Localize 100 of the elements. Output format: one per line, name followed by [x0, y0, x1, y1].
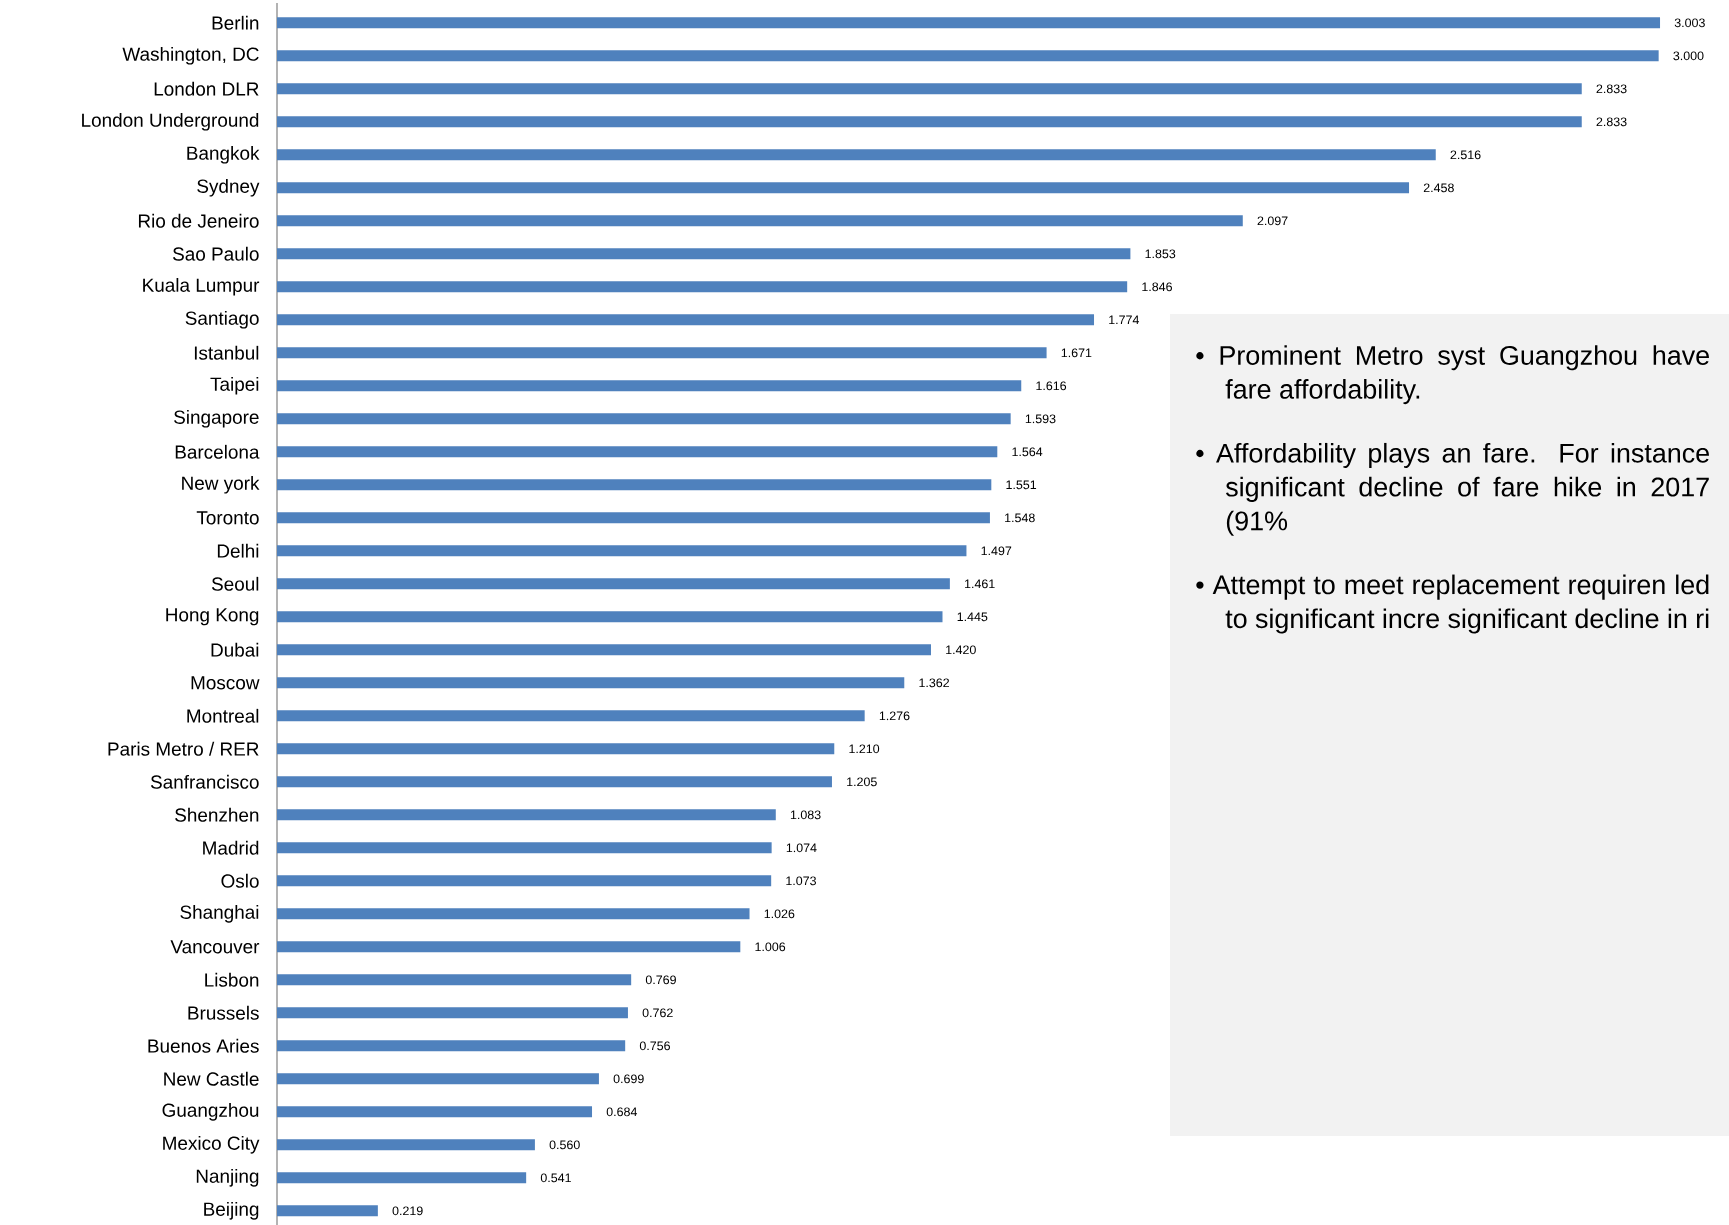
data-label: 1.846 [1142, 282, 1172, 292]
data-label: 0.684 [606, 1107, 638, 1117]
data-label: 1.026 [764, 909, 795, 919]
y-tick-label: New Castle [164, 1071, 259, 1086]
data-label: 2.833 [1596, 84, 1627, 94]
data-label: 1.420 [946, 645, 976, 655]
data-label: 1.548 [1005, 513, 1035, 523]
data-label: 1.853 [1145, 249, 1176, 259]
data-label: 2.516 [1450, 150, 1481, 160]
bar [277, 1106, 593, 1118]
data-label: 1.564 [1012, 447, 1043, 457]
data-label: 1.083 [790, 810, 821, 820]
bar [277, 1007, 628, 1019]
y-tick-label: London Underground [82, 112, 259, 131]
bar [277, 215, 1243, 227]
data-label: 1.774 [1109, 315, 1140, 325]
bar [277, 50, 1659, 62]
data-label: 1.445 [957, 612, 988, 622]
bar [277, 677, 905, 689]
bar [277, 776, 832, 788]
annotation: • Prominent Metro syst Guangzhou have fare affordability. [1196, 345, 1709, 405]
y-tick-label: Guangzhou [162, 1102, 259, 1121]
y-tick-label: Toronto [196, 511, 259, 525]
bar [277, 512, 990, 524]
bar [277, 413, 1011, 425]
data-label: 1.073 [786, 876, 816, 886]
data-label: 2.833 [1596, 117, 1627, 127]
bar [277, 248, 1131, 260]
bar [277, 578, 950, 590]
y-tick-label: Paris Metro / RER [108, 741, 259, 756]
y-tick-label: Buenos Aries [148, 1038, 259, 1053]
data-label: 1.210 [849, 744, 880, 754]
y-tick-label: Singapore [174, 409, 259, 428]
y-tick-label: Shanghai [180, 904, 259, 923]
y-tick-label: Washington, DC [122, 46, 259, 65]
bar [277, 446, 998, 458]
y-tick-label: Sao Paulo [172, 246, 259, 261]
y-tick-label: Barcelona [175, 444, 260, 459]
data-label: 1.461 [965, 579, 995, 589]
y-tick-label: Santiago [185, 310, 259, 329]
bar [277, 83, 1582, 95]
data-label: 0.762 [642, 1008, 673, 1018]
bar [277, 611, 943, 623]
bar [277, 941, 741, 953]
data-label: 1.074 [786, 843, 817, 853]
y-tick-label: Rio de Jeneiro [138, 213, 259, 228]
data-label: 3.003 [1674, 18, 1705, 28]
bar [277, 182, 1410, 194]
bar [277, 17, 1661, 29]
data-label: 1.276 [879, 711, 910, 721]
data-label: 0.769 [645, 975, 676, 985]
y-tick-label: Hong Kong [166, 608, 259, 626]
y-tick-label: Bangkok [187, 145, 260, 164]
y-tick-label: Istanbul [194, 345, 259, 360]
data-label: 0.756 [639, 1041, 670, 1051]
bar [277, 710, 865, 722]
data-label: 2.097 [1257, 216, 1288, 226]
bar [277, 1139, 535, 1151]
y-tick-label: Shenzhen [175, 807, 259, 822]
data-label: 1.205 [847, 777, 877, 787]
y-tick-label: Madrid [203, 840, 259, 855]
y-tick-label: London DLR [154, 81, 259, 96]
y-tick-label: Mexico City [163, 1135, 260, 1154]
bar [277, 1040, 626, 1052]
y-tick-label: Dubai [211, 642, 259, 657]
bar [277, 809, 776, 821]
bar [277, 1073, 599, 1085]
bar [277, 1205, 378, 1217]
bar [277, 281, 1128, 293]
bar [277, 380, 1022, 392]
y-tick-label: Sydney [197, 178, 260, 197]
data-label: 1.593 [1025, 414, 1056, 424]
bar [277, 545, 967, 557]
bar [277, 875, 772, 887]
bar [277, 149, 1436, 161]
annotation: • Attempt to meet replacement requiren led to significant incre significant decline in ri [1196, 574, 1709, 634]
bar [277, 479, 992, 491]
data-label: 3.000 [1673, 51, 1704, 61]
y-tick-label: Lisbon [205, 972, 259, 987]
bar [277, 1172, 527, 1184]
y-tick-label: Oslo [221, 873, 259, 888]
bar [277, 842, 772, 854]
y-tick-label: Nanjing [196, 1168, 259, 1187]
y-tick-label: Delhi [217, 543, 259, 558]
bar [277, 644, 931, 656]
y-tick-label: Kuala Lumpur [143, 277, 260, 296]
data-label: 1.671 [1061, 348, 1092, 358]
bar [277, 314, 1095, 326]
bar [277, 974, 632, 986]
annotation: • Affordability plays an fare. For instance significant decline of fare hike in 2017 (91% [1196, 442, 1709, 536]
y-tick-label: Taipei [210, 376, 259, 395]
bar [277, 908, 750, 920]
y-tick-label: New york [182, 475, 260, 494]
y-tick-label: Sanfrancisco [150, 774, 259, 789]
data-label: 1.497 [981, 546, 1012, 556]
data-label: 1.551 [1006, 480, 1037, 490]
data-label: 2.458 [1423, 183, 1454, 193]
y-tick-label: Montreal [187, 708, 259, 723]
y-tick-label: Beijing [204, 1201, 259, 1220]
y-tick-label: Moscow [191, 676, 260, 690]
